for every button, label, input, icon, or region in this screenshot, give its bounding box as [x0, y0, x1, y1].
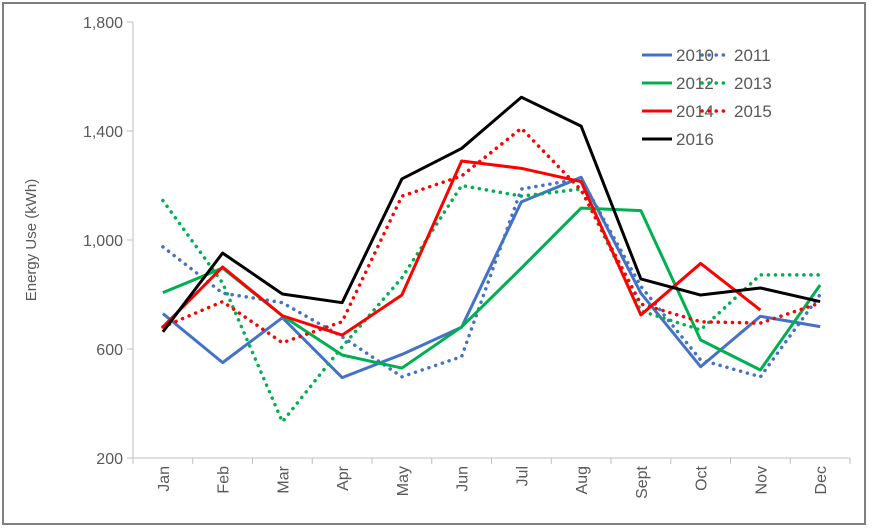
x-tick-label: Oct [694, 465, 711, 490]
series-line-2011 [161, 176, 822, 379]
x-tick-label: May [395, 466, 412, 496]
legend-label-2013: 2013 [734, 74, 772, 93]
legend-label-2012: 2012 [676, 74, 714, 93]
x-tick-label: Jun [455, 466, 472, 492]
series-line-2016 [161, 95, 821, 333]
y-tick-label: 1,000 [83, 233, 123, 250]
y-tick-label: 600 [96, 342, 123, 359]
x-tick-label: Jul [514, 466, 531, 486]
x-tick-label: Mar [275, 465, 292, 493]
y-tick-label: 1,800 [83, 15, 123, 32]
chart-border [2, 2, 866, 525]
legend-label-2011: 2011 [734, 46, 771, 65]
series-line-2015 [161, 126, 822, 345]
x-tick-label: Nov [753, 466, 770, 494]
series-line-2013 [161, 183, 822, 424]
x-tick-label: Dec [813, 466, 830, 494]
legend-label-2010: 2010 [676, 46, 714, 65]
y-tick-label: 200 [96, 451, 123, 468]
x-tick-label: Sept [634, 465, 651, 498]
y-tick-label: 1,400 [83, 124, 123, 141]
series-line-2012 [162, 206, 822, 372]
y-axis-label: Energy Use (kWh) [23, 179, 40, 302]
x-tick-label: Jan [156, 466, 173, 492]
legend-label-2014: 2014 [676, 102, 714, 121]
x-tick-label: Feb [216, 466, 233, 494]
series-line-2010 [161, 175, 821, 380]
series-line-2014 [161, 159, 762, 337]
legend-label-2015: 2015 [734, 102, 772, 121]
x-tick-label: Apr [335, 465, 352, 491]
x-tick-label: Aug [574, 466, 591, 494]
legend-label-2016: 2016 [676, 130, 714, 149]
